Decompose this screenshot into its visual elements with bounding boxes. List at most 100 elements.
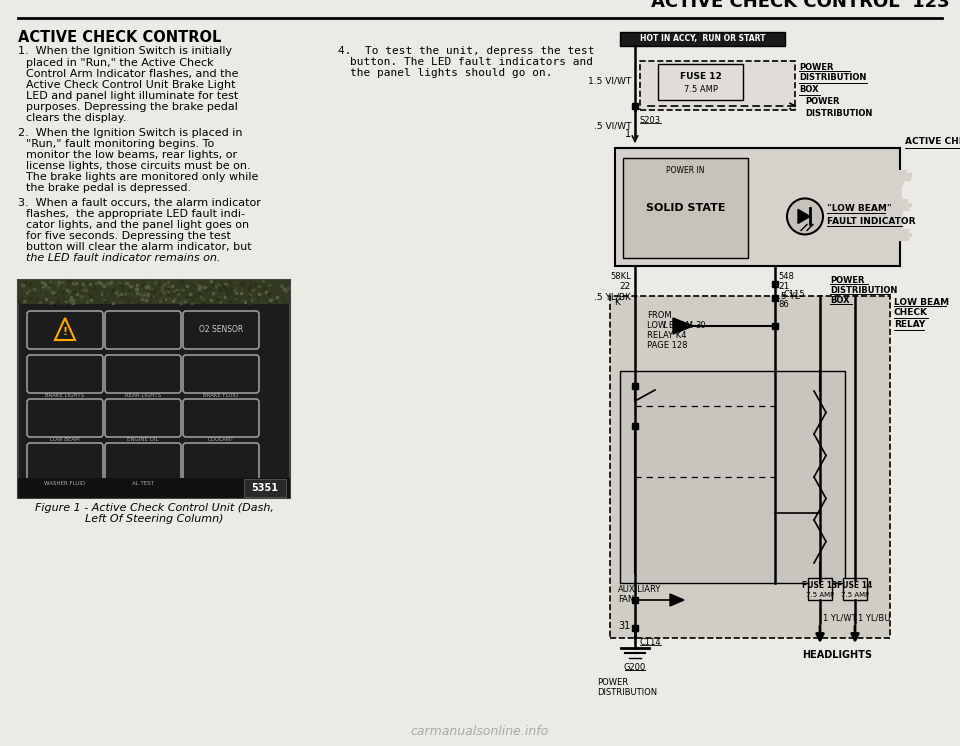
Text: 548: 548 xyxy=(778,272,794,281)
Text: 2.  When the Ignition Switch is placed in: 2. When the Ignition Switch is placed in xyxy=(18,128,243,138)
Text: LED and panel light illuminate for test: LED and panel light illuminate for test xyxy=(26,91,238,101)
FancyBboxPatch shape xyxy=(620,371,845,583)
FancyBboxPatch shape xyxy=(615,148,900,266)
Text: S203: S203 xyxy=(640,116,661,125)
Text: 7.5 AMP: 7.5 AMP xyxy=(684,86,717,95)
Text: WASHER FLUID: WASHER FLUID xyxy=(44,481,85,486)
Text: for five seconds. Depressing the test: for five seconds. Depressing the test xyxy=(26,231,230,241)
Text: ACTIVE CHECK CONTROL: ACTIVE CHECK CONTROL xyxy=(18,30,222,45)
Text: LOW BEAM: LOW BEAM xyxy=(894,298,949,307)
Text: POWER: POWER xyxy=(799,63,833,72)
Text: 1: 1 xyxy=(625,129,631,139)
Text: 5351: 5351 xyxy=(252,483,278,493)
Text: 4.  To test the unit, depress the test: 4. To test the unit, depress the test xyxy=(338,46,594,56)
Text: HEADLIGHTS: HEADLIGHTS xyxy=(802,650,872,660)
FancyBboxPatch shape xyxy=(27,311,103,349)
Text: license lights, those circuits must be on.: license lights, those circuits must be o… xyxy=(26,161,251,171)
Text: 86: 86 xyxy=(778,300,789,309)
Text: carmanualsonline.info: carmanualsonline.info xyxy=(411,725,549,738)
Text: BRAKE FLUID: BRAKE FLUID xyxy=(204,393,239,398)
Text: Active Check Control Unit Brake Light: Active Check Control Unit Brake Light xyxy=(26,80,235,90)
Text: FROM: FROM xyxy=(647,311,672,320)
Text: FAN: FAN xyxy=(618,595,635,604)
Text: .5 YL: .5 YL xyxy=(778,292,800,301)
Text: 1 YL/WT: 1 YL/WT xyxy=(823,613,856,622)
Text: POWER: POWER xyxy=(805,98,839,107)
FancyBboxPatch shape xyxy=(183,443,259,481)
FancyBboxPatch shape xyxy=(27,443,103,481)
Text: LOW BEAM: LOW BEAM xyxy=(50,437,80,442)
Text: DISTRIBUTION: DISTRIBUTION xyxy=(799,73,866,82)
Text: cator lights, and the panel light goes on: cator lights, and the panel light goes o… xyxy=(26,220,250,230)
Text: DISTRIBUTION: DISTRIBUTION xyxy=(805,108,873,118)
Text: monitor the low beams, rear lights, or: monitor the low beams, rear lights, or xyxy=(26,150,237,160)
Text: PAGE 128: PAGE 128 xyxy=(647,341,687,350)
Text: .5 YL/BK: .5 YL/BK xyxy=(594,292,631,301)
Polygon shape xyxy=(798,210,810,224)
Text: COOLANT: COOLANT xyxy=(207,437,234,442)
FancyBboxPatch shape xyxy=(610,296,890,638)
FancyBboxPatch shape xyxy=(244,479,286,497)
Text: AUXILIARY: AUXILIARY xyxy=(618,585,661,594)
FancyBboxPatch shape xyxy=(27,355,103,393)
Text: 22: 22 xyxy=(620,282,631,291)
Polygon shape xyxy=(673,318,693,334)
Text: ACTIVE CHECK CONTROL  123: ACTIVE CHECK CONTROL 123 xyxy=(652,0,950,11)
FancyBboxPatch shape xyxy=(105,311,181,349)
Text: FUSE 13: FUSE 13 xyxy=(803,580,838,589)
Text: RELAY K4: RELAY K4 xyxy=(647,331,686,340)
Circle shape xyxy=(787,198,823,234)
Text: HOT IN ACCY,  RUN OR START: HOT IN ACCY, RUN OR START xyxy=(639,34,765,43)
Text: button will clear the alarm indicator, but: button will clear the alarm indicator, b… xyxy=(26,242,252,252)
Text: ENGINE OIL: ENGINE OIL xyxy=(128,437,158,442)
Text: 3.  When a fault occurs, the alarm indicator: 3. When a fault occurs, the alarm indica… xyxy=(18,198,261,208)
Text: POWER: POWER xyxy=(830,276,865,285)
Text: the panel lights should go on.: the panel lights should go on. xyxy=(350,68,553,78)
Text: !: ! xyxy=(62,327,67,337)
Text: 21: 21 xyxy=(778,282,789,291)
Text: the brake pedal is depressed.: the brake pedal is depressed. xyxy=(26,183,191,193)
Text: ACTIVE CHECK CONTROL UNIT: ACTIVE CHECK CONTROL UNIT xyxy=(905,137,960,146)
Text: C115: C115 xyxy=(783,290,804,299)
Text: .5 VI/WT: .5 VI/WT xyxy=(593,122,631,131)
Text: C114: C114 xyxy=(640,638,661,647)
Text: DISTRIBUTION: DISTRIBUTION xyxy=(597,688,658,697)
Text: REAR LIGHTS: REAR LIGHTS xyxy=(125,393,161,398)
Text: AL TEST: AL TEST xyxy=(132,481,154,486)
Text: 7.5 AMP: 7.5 AMP xyxy=(805,592,834,598)
Text: button. The LED fault indicators and: button. The LED fault indicators and xyxy=(350,57,593,67)
FancyBboxPatch shape xyxy=(623,158,748,258)
FancyBboxPatch shape xyxy=(105,443,181,481)
Text: Control Arm Indicator flashes, and the: Control Arm Indicator flashes, and the xyxy=(26,69,238,79)
Polygon shape xyxy=(670,594,684,606)
Text: "Run," fault monitoring begins. To: "Run," fault monitoring begins. To xyxy=(26,139,214,149)
Text: K: K xyxy=(614,298,620,307)
FancyBboxPatch shape xyxy=(843,578,867,600)
Text: "LOW BEAM": "LOW BEAM" xyxy=(827,204,892,213)
Text: The brake lights are monitored only while: The brake lights are monitored only whil… xyxy=(26,172,258,182)
Text: flashes,  the appropriate LED fault indi-: flashes, the appropriate LED fault indi- xyxy=(26,209,245,219)
Text: O2 SENSOR: O2 SENSOR xyxy=(199,325,243,334)
Text: POWER IN: POWER IN xyxy=(666,166,705,175)
FancyBboxPatch shape xyxy=(183,399,259,437)
Text: the LED fault indicator remains on.: the LED fault indicator remains on. xyxy=(26,253,221,263)
FancyBboxPatch shape xyxy=(105,399,181,437)
FancyBboxPatch shape xyxy=(105,355,181,393)
FancyBboxPatch shape xyxy=(27,399,103,437)
Text: FUSE 14: FUSE 14 xyxy=(837,580,873,589)
Text: SOLID STATE: SOLID STATE xyxy=(646,203,725,213)
Text: CHECK: CHECK xyxy=(894,308,928,317)
Text: 1.5 VI/WT: 1.5 VI/WT xyxy=(588,77,631,86)
Text: Left Of Steering Column): Left Of Steering Column) xyxy=(84,514,224,524)
Text: clears the display.: clears the display. xyxy=(26,113,127,123)
Text: G200: G200 xyxy=(624,663,646,672)
Text: FAULT INDICATOR: FAULT INDICATOR xyxy=(827,217,916,226)
Text: BOX: BOX xyxy=(830,296,850,305)
FancyBboxPatch shape xyxy=(18,478,290,498)
Text: 58KL: 58KL xyxy=(611,272,631,281)
Text: FUSE 12: FUSE 12 xyxy=(680,72,721,81)
Text: BRAKE LIGHTS: BRAKE LIGHTS xyxy=(45,393,84,398)
Text: 7.5 AMP: 7.5 AMP xyxy=(841,592,869,598)
Text: BOX: BOX xyxy=(799,85,819,94)
FancyBboxPatch shape xyxy=(183,311,259,349)
